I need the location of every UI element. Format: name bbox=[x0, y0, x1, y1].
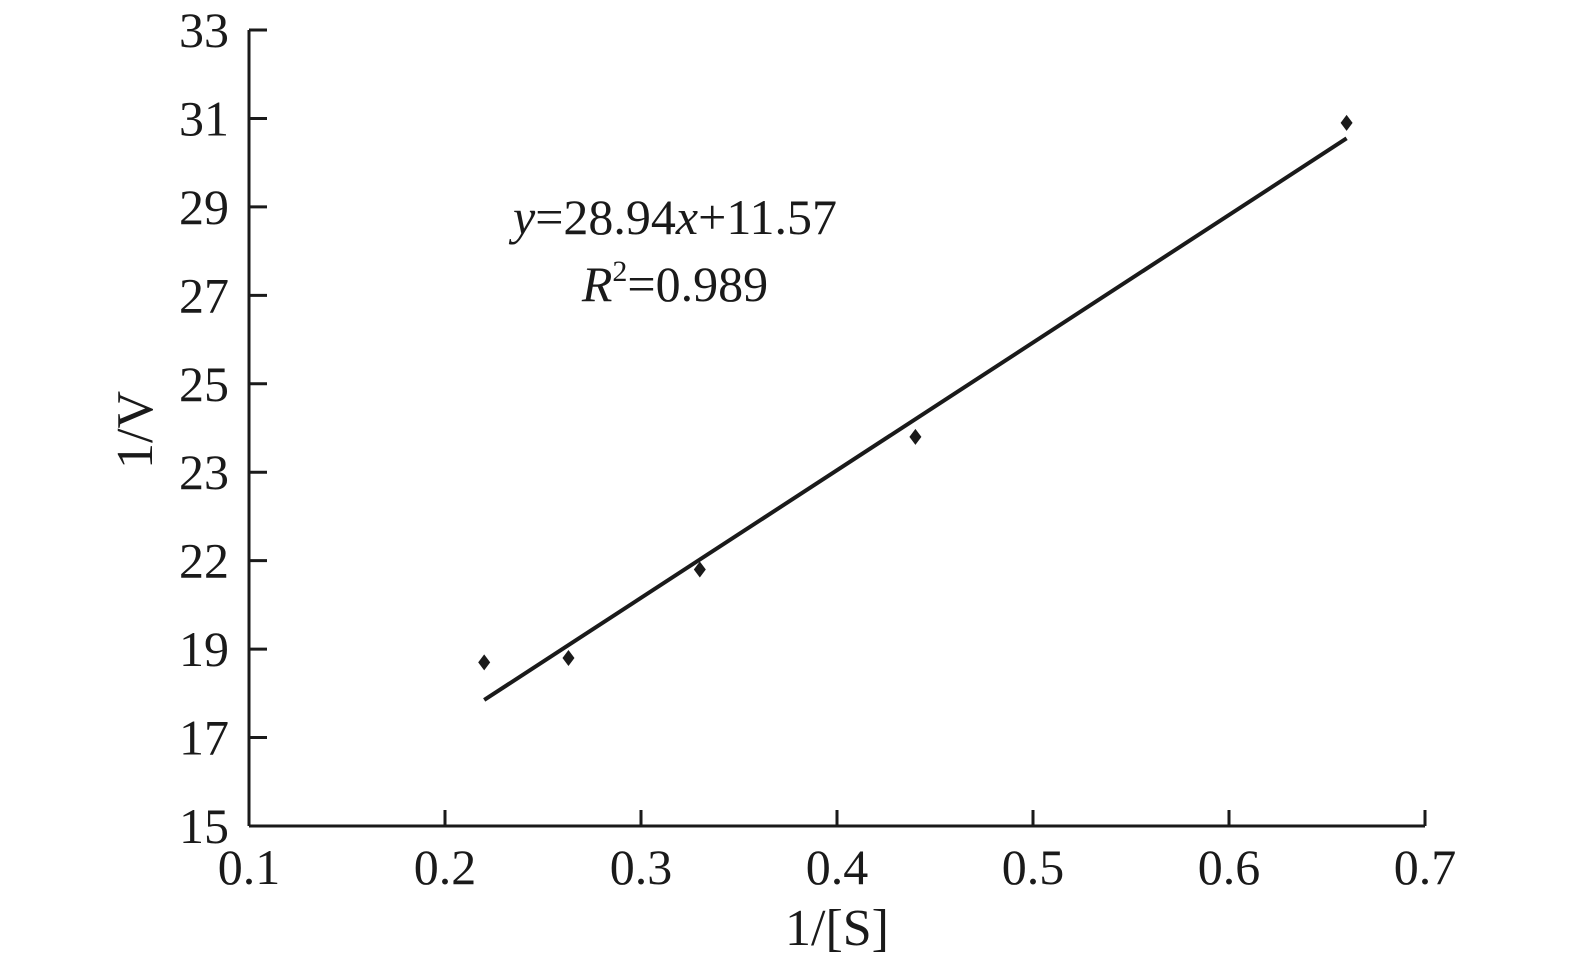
y-tick-label: 17 bbox=[179, 710, 229, 766]
x-tick-label: 0.3 bbox=[610, 839, 673, 895]
y-tick-label: 22 bbox=[179, 533, 229, 589]
fit-equation: y=28.94x+11.57 bbox=[508, 189, 837, 245]
y-tick-label: 25 bbox=[179, 356, 229, 412]
x-tick-label: 0.6 bbox=[1198, 839, 1261, 895]
regression-line bbox=[483, 136, 1348, 702]
data-points bbox=[478, 114, 1353, 671]
y-axis-title: 1/V bbox=[107, 391, 164, 469]
x-axis-title: 1/[S] bbox=[785, 900, 889, 957]
y-tick-label: 23 bbox=[179, 444, 229, 500]
x-tick-label: 0.4 bbox=[806, 839, 869, 895]
equation-intercept: +11.57 bbox=[698, 189, 837, 245]
data-point bbox=[478, 654, 491, 671]
axes bbox=[247, 30, 1425, 828]
y-tick-label: 19 bbox=[179, 621, 229, 677]
r-squared: R2=0.989 bbox=[581, 255, 768, 312]
data-point bbox=[562, 649, 575, 666]
fit-line-group bbox=[483, 136, 1348, 702]
r2-value: =0.989 bbox=[627, 256, 768, 312]
y-tick-label: 15 bbox=[179, 798, 229, 854]
y-tick-label: 27 bbox=[179, 267, 229, 323]
data-point bbox=[693, 561, 706, 578]
r2-letter: R bbox=[581, 256, 613, 312]
y-tick-label: 33 bbox=[179, 2, 229, 58]
data-point bbox=[909, 428, 922, 445]
x-ticks: 0.1 0.2 0.3 0.4 0.5 0.6 0.7 bbox=[218, 810, 1457, 895]
data-point bbox=[1340, 114, 1353, 131]
x-tick-label: 0.5 bbox=[1002, 839, 1065, 895]
equation-y-var: y bbox=[508, 189, 536, 245]
r2-superscript: 2 bbox=[612, 255, 627, 288]
x-tick-label: 0.1 bbox=[218, 839, 281, 895]
y-tick-label: 31 bbox=[179, 90, 229, 146]
y-ticks: 15 17 19 22 23 25 27 29 31 33 bbox=[179, 2, 267, 854]
x-tick-label: 0.2 bbox=[414, 839, 477, 895]
y-tick-label: 29 bbox=[179, 179, 229, 235]
equation-x-var: x bbox=[675, 189, 698, 245]
x-tick-label: 0.7 bbox=[1394, 839, 1457, 895]
equation-slope: =28.94 bbox=[535, 189, 676, 245]
